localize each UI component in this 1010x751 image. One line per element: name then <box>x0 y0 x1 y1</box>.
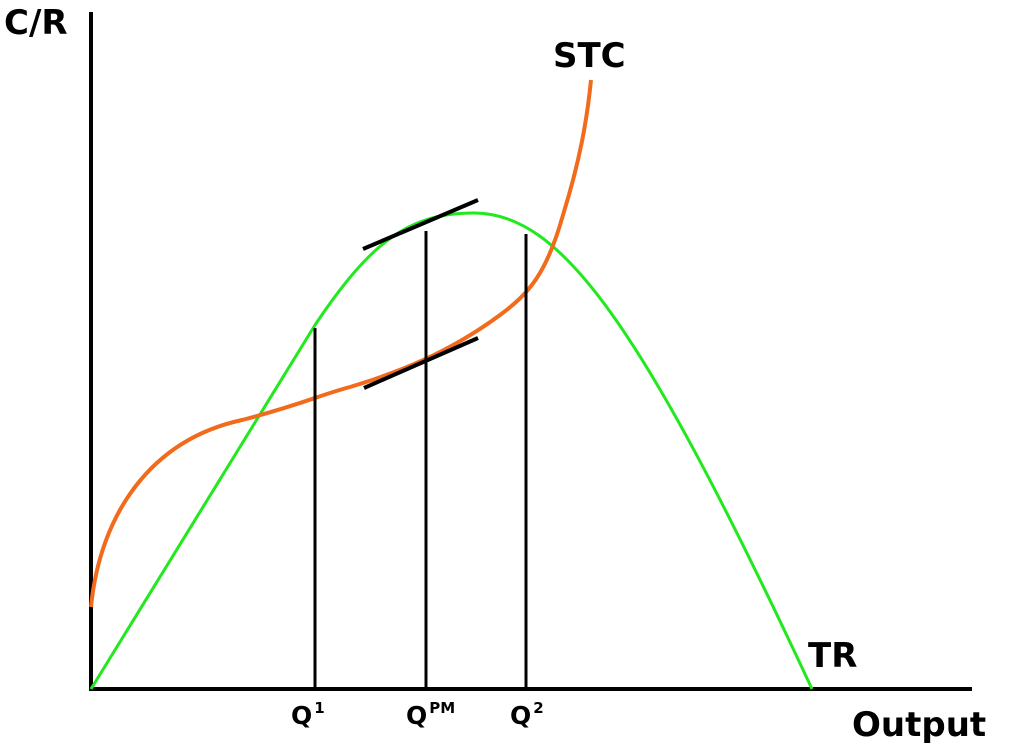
qpm-label-base: Q <box>406 701 427 730</box>
stc-curve <box>89 79 593 608</box>
x-axis-label: Output <box>852 705 986 745</box>
q2-label-sup: 2 <box>533 699 543 717</box>
y-axis-label: C/R <box>4 3 68 43</box>
stc-tangent-line <box>363 336 479 390</box>
q2-label-base: Q <box>510 701 531 730</box>
tr-tangent-line <box>362 198 479 251</box>
qpm-label: Q PM <box>406 699 455 730</box>
q1-label-base: Q <box>291 701 312 730</box>
qpm-label-sup: PM <box>429 699 455 717</box>
q1-label-sup: 1 <box>314 699 324 717</box>
tr-curve <box>89 211 814 690</box>
stc-label: STC <box>553 36 626 76</box>
tr-label: TR <box>808 636 857 676</box>
